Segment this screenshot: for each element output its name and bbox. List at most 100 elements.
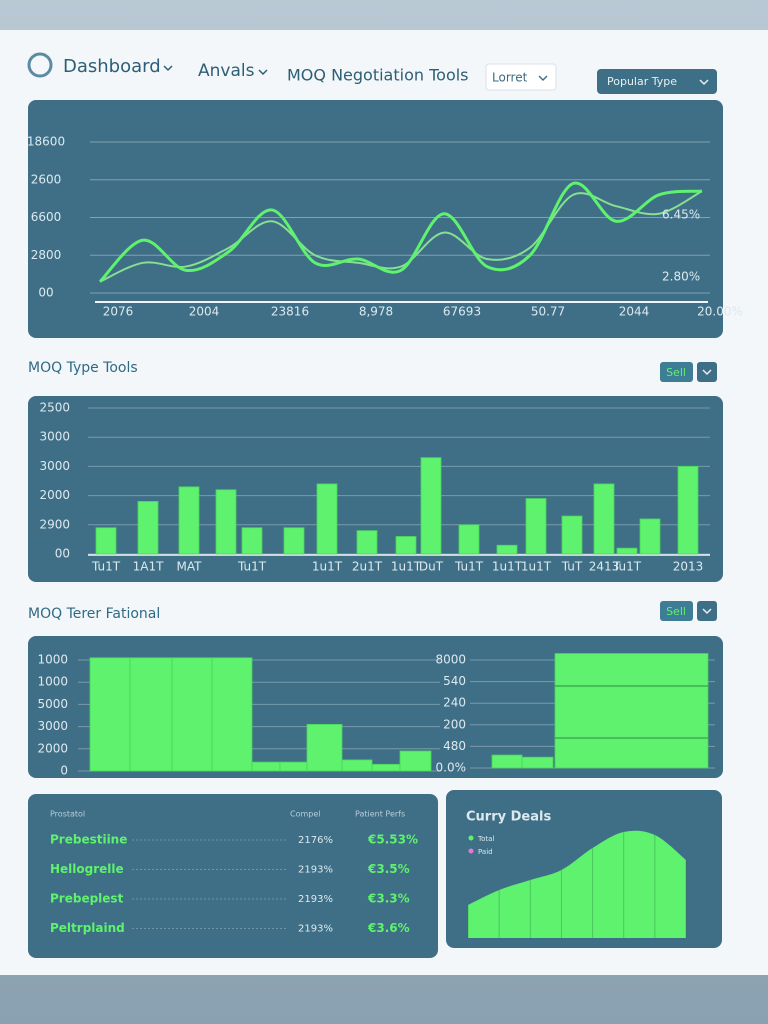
bar [639,518,661,555]
chevron [538,75,548,81]
x-tick-label: Tu1T [91,560,121,574]
bar [399,750,432,772]
bar [283,527,305,555]
expand-button[interactable] [697,601,717,621]
x-tick-label: 2u1T [352,560,383,574]
row-name: Prebestiine [50,833,127,847]
x-tick-label: Tu1T [237,560,267,574]
annotation: 6.45% [662,208,700,222]
button-label: Popular Type [607,75,677,88]
row-percent: €3.6% [367,921,410,935]
row-percent: €3.5% [367,862,410,876]
line-series [98,181,703,283]
chevron [702,369,712,376]
legend-swatch [468,848,474,854]
bar [137,501,159,555]
bar [171,657,213,772]
x-tick-label: 1A1T [133,560,164,574]
bar [95,527,117,555]
row-name: Hellogrelle [50,862,124,876]
y-tick-label: 2000 [39,488,70,502]
chevron [258,69,268,76]
bar [306,723,343,772]
bar [420,457,442,555]
nav-brand[interactable]: Dashboard [63,56,161,77]
bar [279,761,308,772]
expand-button[interactable] [697,362,717,382]
nav-menu[interactable]: Anvals [198,61,255,81]
x-tick-label: 8,978 [359,305,393,319]
row-percent: €5.53% [367,833,418,847]
y-tick-label: 480 [443,739,466,753]
dropdown-label: Lorret [492,71,528,85]
bar [341,759,373,772]
sell-button[interactable] [660,601,693,621]
y-tick-label: 6600 [31,210,62,224]
bar [554,653,709,769]
bar [616,547,638,555]
x-tick-label: 1u1T [312,560,343,574]
row-value: 2193% [298,865,333,876]
y-tick-label: 3000 [39,459,70,473]
bar [496,544,518,555]
row-name: Prebeplest [50,892,124,906]
bar [178,486,200,555]
y-tick-label: 00 [55,547,70,561]
y-tick-label: 2800 [31,248,62,262]
row-value: 2193% [298,894,333,905]
legend-label: Paid [478,848,493,856]
x-tick-label: MAT [177,560,203,574]
type-button[interactable] [597,69,717,94]
table-header: Compel [290,810,321,819]
logo [27,52,53,78]
area-title: Curry Deals [466,810,551,825]
sell-button[interactable] [660,362,693,382]
row-value: 2176% [298,835,333,846]
bar [491,754,523,769]
bar [215,489,237,555]
x-tick-label: 20.00% [697,305,743,319]
x-tick-label: 1u1T [391,560,422,574]
y-tick-label: 8000 [435,653,466,667]
bar-panel [28,396,723,582]
x-tick-label: 1u1T [492,560,523,574]
y-tick-label: 0 [60,764,68,778]
x-tick-label: 2013 [673,560,704,574]
bar [593,483,615,555]
line-series [99,190,703,283]
x-tick-label: 2004 [189,305,220,319]
y-tick-label: 2900 [39,517,70,531]
section-title: MOQ Terer Fational [28,606,160,622]
bar [458,524,480,555]
y-tick-label: 1000 [37,675,68,689]
row-value: 2193% [298,924,333,935]
nav-menu[interactable]: MOQ Negotiation Tools [287,66,469,85]
y-tick-label: 2500 [39,401,70,415]
x-tick-label: 50.77 [531,305,565,319]
row-name: Peltrplaind [50,921,125,935]
bar [395,536,417,555]
bar [89,657,131,772]
x-tick-label: 1u1T [521,560,552,574]
chevron [699,79,709,86]
button-label: Sell [666,605,686,618]
y-tick-label: 540 [443,674,466,688]
y-tick-label: 18600 [27,135,65,149]
legend-label: Total [477,835,494,843]
row-percent: €3.3% [367,892,410,906]
y-tick-label: 0.0% [436,761,467,775]
bar [129,657,173,772]
chevron [163,65,173,72]
x-tick-label: Tu1T [454,560,484,574]
dropdown[interactable] [485,63,557,91]
bar [371,763,401,772]
annotation: 2.80% [662,270,700,284]
x-tick-label: 23816 [271,305,309,319]
y-tick-label: 5000 [37,697,68,711]
bar [525,498,547,555]
area [468,830,686,938]
bar [211,657,253,772]
table-header: Patient Perfs [355,810,405,819]
x-tick-label: 2076 [103,305,134,319]
section-title: MOQ Type Tools [28,360,138,376]
